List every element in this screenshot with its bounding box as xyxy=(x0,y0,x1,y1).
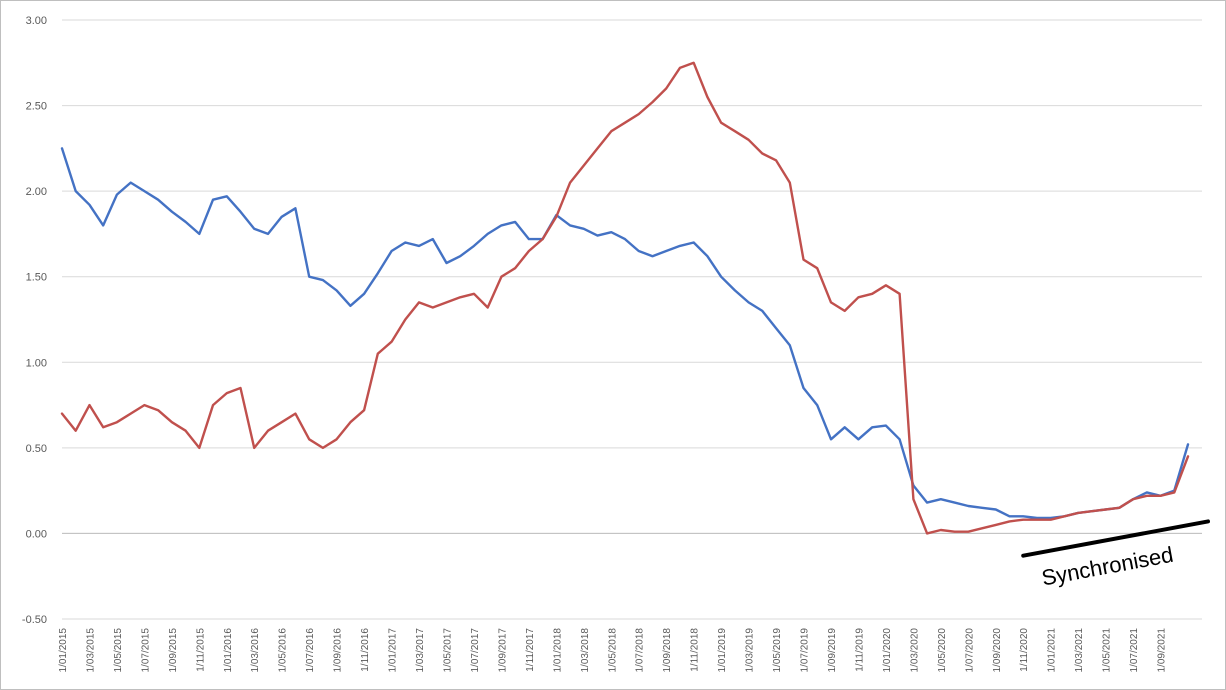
x-tick-label: 1/03/2016 xyxy=(250,628,261,673)
series-line-1 xyxy=(60,147,1190,520)
y-axis-ticks: 3.00 2.50 2.00 1.50 1.00 0.50 0.00 -0.50 xyxy=(22,15,47,626)
x-tick-label: 1/01/2020 xyxy=(882,628,893,673)
x-tick-label: 1/01/2016 xyxy=(223,628,234,673)
x-tick-label: 1/05/2020 xyxy=(937,628,948,673)
x-tick-label: 1/01/2019 xyxy=(717,628,728,673)
x-tick-label: 1/01/2018 xyxy=(552,628,563,673)
x-tick-label: 1/09/2018 xyxy=(662,628,673,673)
x-tick-label: 1/01/2015 xyxy=(58,628,69,673)
x-tick-label: 1/07/2017 xyxy=(470,628,481,673)
y-tick-label: 2.50 xyxy=(26,101,47,113)
x-tick-label: 1/11/2018 xyxy=(690,628,701,672)
x-tick-label: 1/03/2017 xyxy=(415,628,426,673)
x-tick-label: 1/07/2019 xyxy=(800,628,811,673)
x-tick-label: 1/05/2021 xyxy=(1102,628,1113,673)
x-tick-label: 1/03/2021 xyxy=(1074,628,1085,673)
annotation-group: Synchronised xyxy=(1021,519,1210,591)
annotation-line xyxy=(1021,519,1210,558)
x-tick-label: 1/03/2018 xyxy=(580,628,591,673)
x-tick-label: 1/09/2019 xyxy=(827,628,838,673)
x-tick-label: 1/09/2021 xyxy=(1157,628,1168,673)
x-tick-label: 1/09/2017 xyxy=(497,628,508,673)
y-tick-label: 3.00 xyxy=(26,15,47,27)
x-tick-label: 1/07/2021 xyxy=(1129,628,1140,673)
x-axis-ticks: 1/01/2015 1/03/2015 1/05/2015 1/07/2015 1/09… xyxy=(58,628,1168,673)
x-tick-label: 1/01/2021 xyxy=(1047,628,1058,673)
x-tick-label: 1/03/2019 xyxy=(745,628,756,673)
x-tick-label: 1/11/2020 xyxy=(1019,628,1030,672)
gridlines xyxy=(62,19,1202,620)
y-tick-label: 0.00 xyxy=(26,528,47,540)
y-tick-label: 2.00 xyxy=(26,186,47,198)
y-tick-label: 0.50 xyxy=(26,443,47,455)
x-tick-label: 1/07/2020 xyxy=(964,628,975,673)
x-tick-label: 1/11/2017 xyxy=(525,628,536,672)
series-group xyxy=(60,61,1190,535)
x-tick-label: 1/07/2018 xyxy=(635,628,646,673)
x-tick-label: 1/05/2016 xyxy=(278,628,289,673)
x-tick-label: 1/03/2020 xyxy=(909,628,920,673)
x-tick-label: 1/11/2015 xyxy=(195,628,206,672)
y-tick-label: 1.50 xyxy=(26,272,47,284)
y-tick-label: 1.00 xyxy=(26,357,47,369)
x-tick-label: 1/03/2015 xyxy=(85,628,96,673)
x-tick-label: 1/05/2015 xyxy=(113,628,124,673)
x-tick-label: 1/05/2018 xyxy=(607,628,618,673)
x-tick-label: 1/07/2016 xyxy=(305,628,316,673)
x-tick-label: 1/09/2015 xyxy=(168,628,179,673)
x-tick-label: 1/11/2019 xyxy=(854,628,865,672)
y-tick-label: -0.50 xyxy=(22,614,47,626)
x-tick-label: 1/01/2017 xyxy=(388,628,399,673)
series-line-2 xyxy=(60,61,1190,535)
x-tick-label: 1/09/2016 xyxy=(333,628,344,673)
x-tick-label: 1/05/2019 xyxy=(772,628,783,673)
x-tick-label: 1/09/2020 xyxy=(992,628,1003,673)
x-tick-label: 1/07/2015 xyxy=(140,628,151,673)
x-tick-label: 1/11/2016 xyxy=(360,628,371,672)
x-tick-label: 1/05/2017 xyxy=(442,628,453,673)
